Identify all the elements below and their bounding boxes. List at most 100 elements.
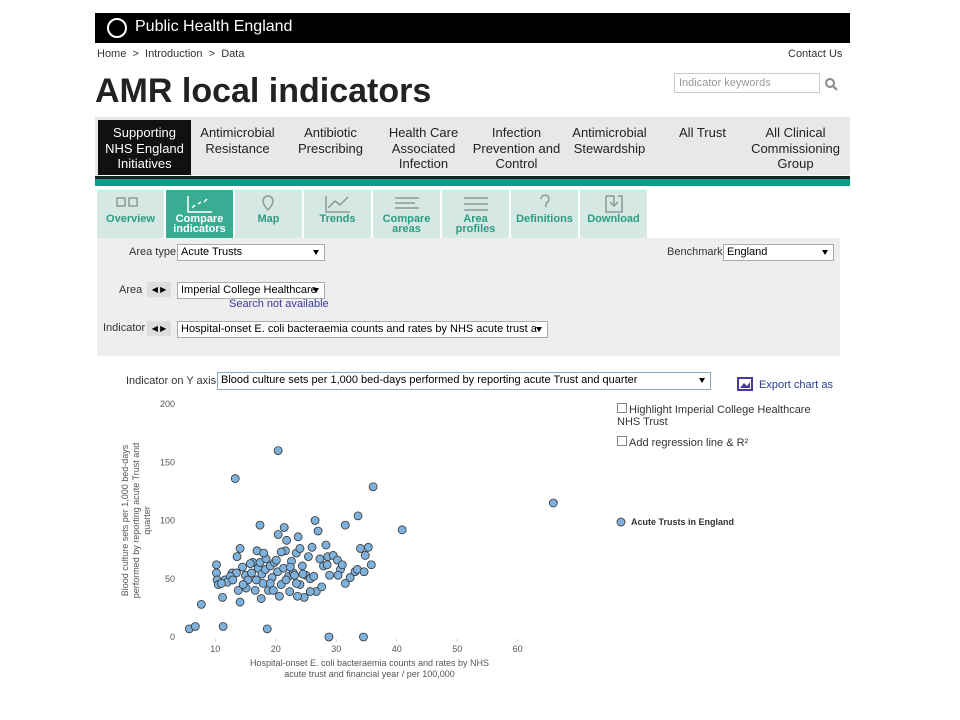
main-nav: Supporting NHS England InitiativesAntimi… [95, 117, 850, 175]
indicator-select[interactable]: Hospital-onset E. coli bacteraemia count… [177, 321, 548, 338]
x-tick-label: 60 [513, 644, 523, 654]
point [289, 569, 297, 577]
point [226, 572, 234, 580]
tab-icon [511, 192, 578, 214]
point [360, 568, 368, 576]
tab[interactable]: Definitions [511, 190, 578, 238]
point [341, 521, 349, 529]
icon-shape [395, 198, 419, 208]
crumb[interactable]: Data [221, 48, 244, 60]
tab[interactable]: Overview [97, 190, 164, 238]
prev-next[interactable]: ◀ ▶ [147, 321, 171, 336]
point [231, 475, 239, 483]
x-tick-label: 50 [452, 644, 462, 654]
point [364, 543, 372, 551]
nav-item[interactable]: Health Care Associated Infection [377, 117, 470, 175]
prev-next[interactable]: ◀ ▶ [147, 282, 171, 297]
point [214, 581, 222, 589]
point [325, 633, 333, 641]
filter-panel: Area type Acute Trusts Benchmark England… [97, 238, 840, 356]
area-select[interactable]: Imperial College Healthcare [177, 282, 325, 299]
y-tick-label: 150 [160, 457, 175, 467]
option[interactable]: Highlight Imperial College Healthcare NH… [617, 403, 832, 428]
nav-item[interactable]: All Trust [656, 117, 749, 175]
page-title: AMR local indicators [95, 72, 431, 111]
point [286, 563, 294, 571]
tab-label: Download [587, 213, 640, 225]
point [314, 527, 322, 535]
point [244, 576, 252, 584]
nav-item[interactable]: Antimicrobial Stewardship [563, 117, 656, 175]
icon-shape [541, 195, 549, 207]
legend-marker [617, 518, 625, 526]
point [296, 581, 304, 589]
tab[interactable]: Compare areas [373, 190, 440, 238]
tab[interactable]: Download [580, 190, 647, 238]
point [252, 576, 260, 584]
point [322, 541, 330, 549]
brand[interactable]: Public Health England [135, 18, 292, 36]
y-tick-label: 200 [160, 399, 175, 409]
tab-label: Definitions [516, 213, 573, 225]
point [242, 584, 250, 592]
point [228, 569, 236, 577]
nav-item[interactable]: All Clinical Commissioning Group [749, 117, 842, 175]
point [258, 570, 266, 578]
crumb[interactable]: Home [97, 48, 126, 60]
point [312, 588, 320, 596]
nav-rule [95, 176, 850, 186]
breadcrumb: Home > Introduction > Data [97, 48, 244, 60]
point [549, 499, 557, 507]
point [338, 561, 346, 569]
point [283, 536, 291, 544]
export-link[interactable]: Export chart as [759, 379, 833, 391]
point [212, 569, 220, 577]
contact-link[interactable]: Contact Us [788, 48, 842, 60]
point [354, 512, 362, 520]
point [284, 572, 292, 580]
point [275, 592, 283, 600]
nav-item[interactable]: Supporting NHS England Initiatives [98, 120, 191, 175]
point [277, 548, 285, 556]
point [359, 633, 367, 641]
point [326, 571, 334, 579]
benchmark-select[interactable]: England [723, 244, 834, 261]
point [191, 623, 199, 631]
y-selector[interactable]: Blood culture sets per 1,000 bed-days pe… [217, 372, 711, 390]
tab[interactable]: Area profiles [442, 190, 509, 238]
nav-item[interactable]: Infection Prevention and Control [470, 117, 563, 175]
crumb[interactable]: Introduction [145, 48, 202, 60]
point [367, 561, 375, 569]
point [212, 561, 220, 569]
tab[interactable]: Compare indicators [166, 190, 233, 238]
tab-label: Compare areas [383, 213, 431, 235]
x-tick-label: 10 [210, 644, 220, 654]
point [280, 564, 288, 572]
option[interactable]: Add regression line & R² [617, 436, 748, 449]
point [286, 588, 294, 596]
tab[interactable]: Trends [304, 190, 371, 238]
y-tick-label: 100 [160, 516, 175, 526]
filter-label: Area [119, 284, 142, 296]
nav-item[interactable]: Antimicrobial Resistance [191, 117, 284, 175]
point [242, 571, 250, 579]
point [311, 517, 319, 525]
area-type-select[interactable]: Acute Trusts [177, 244, 325, 261]
tab-icon [166, 192, 233, 214]
point [351, 568, 359, 576]
search-note: Search not available [229, 298, 329, 310]
export-icon[interactable] [737, 377, 753, 391]
nav-item[interactable]: Antibiotic Prescribing [284, 117, 377, 175]
tab[interactable]: Map [235, 190, 302, 238]
point [316, 555, 324, 563]
point [280, 523, 288, 531]
search-icon[interactable] [824, 77, 838, 91]
tab-icon [235, 192, 302, 214]
search-input[interactable]: Indicator keywords [674, 73, 820, 93]
x-axis-title: Hospital-onset E. coli bacteraemia count… [250, 658, 489, 679]
point [308, 543, 316, 551]
point [219, 593, 227, 601]
point [334, 571, 342, 579]
point [197, 600, 205, 608]
